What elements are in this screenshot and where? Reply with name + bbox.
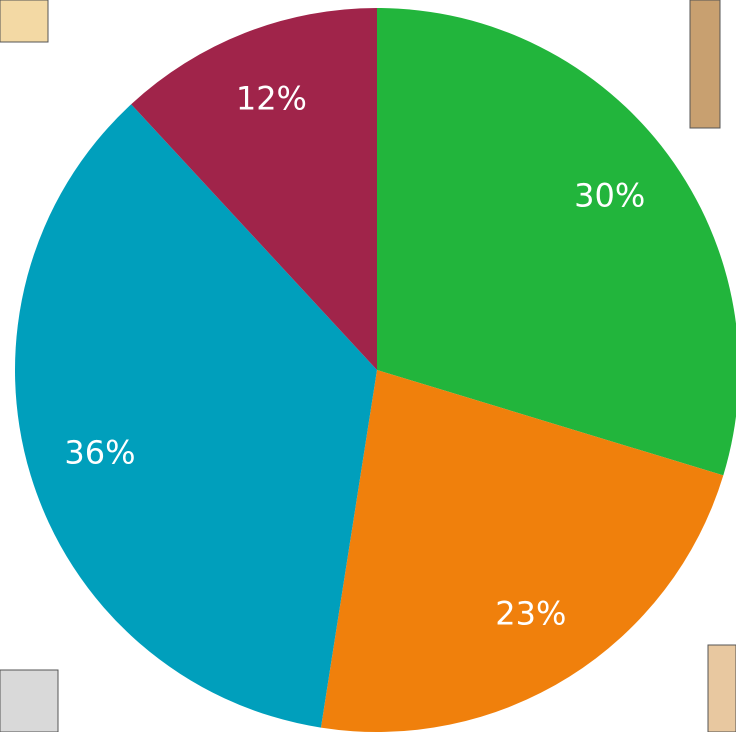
data-label: 23% xyxy=(495,594,566,632)
house-icon xyxy=(0,0,49,43)
pie-slice xyxy=(320,370,724,732)
person-icon xyxy=(689,0,721,129)
pie-slice xyxy=(377,8,736,476)
pie-slice xyxy=(15,104,378,728)
door-icon xyxy=(707,644,736,732)
data-label: 12% xyxy=(236,79,307,117)
data-label: 30% xyxy=(574,177,645,215)
data-label: 36% xyxy=(64,433,135,471)
house-icon xyxy=(0,669,59,732)
pie-slice xyxy=(131,8,377,370)
